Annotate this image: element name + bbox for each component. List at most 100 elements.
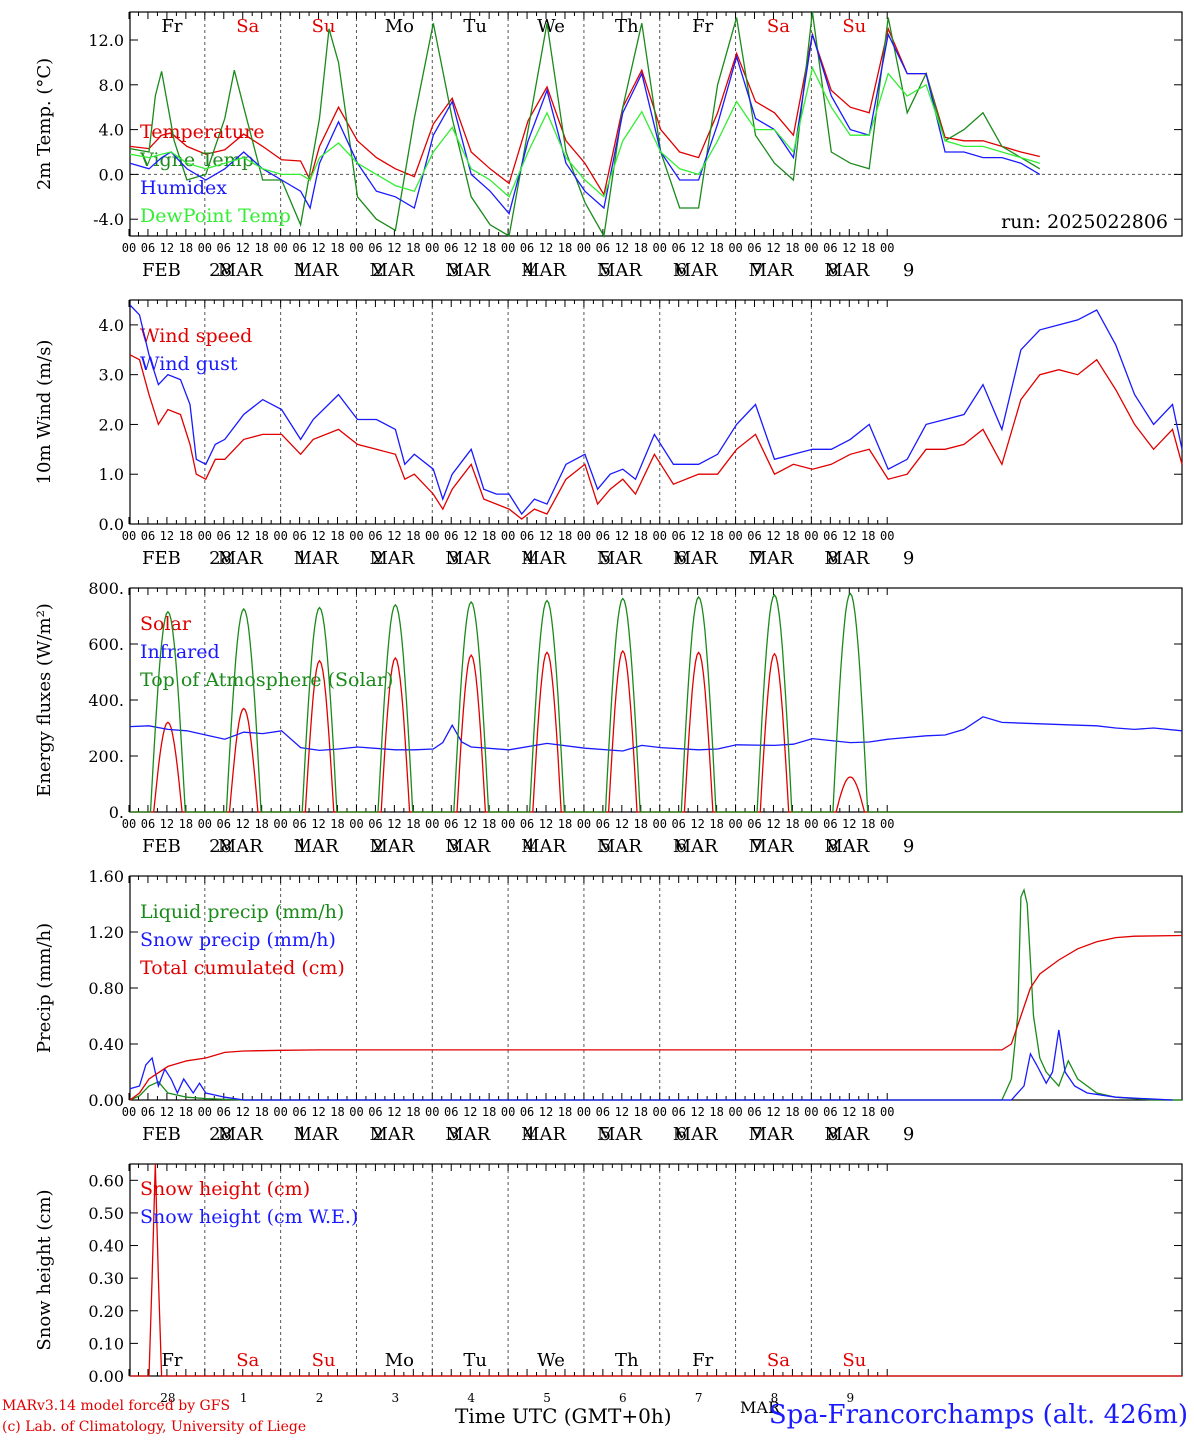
day-number-label: 1 — [240, 1391, 248, 1405]
hour-tick-label: 18 — [179, 1105, 193, 1119]
hour-tick-label: 00 — [273, 529, 287, 543]
hour-tick-label: 00 — [653, 529, 667, 543]
hour-tick-label: 18 — [861, 817, 875, 831]
series-line-dewpoint-temp — [129, 66, 1040, 198]
hour-tick-label: 12 — [766, 1105, 780, 1119]
date-day-label: 2 — [372, 548, 383, 569]
lab-credit: (c) Lab. of Climatology, University of L… — [2, 1419, 307, 1435]
date-month-label: MAR — [218, 548, 263, 569]
date-day-label: 1 — [296, 1124, 307, 1145]
hour-tick-label: 06 — [520, 529, 534, 543]
hour-tick-label: 00 — [425, 817, 439, 831]
hour-tick-label: 00 — [653, 817, 667, 831]
day-number-label: 8 — [771, 1391, 779, 1405]
hour-tick-label: 12 — [311, 529, 325, 543]
hour-tick-label: 00 — [349, 241, 363, 255]
date-day-label: 8 — [827, 548, 838, 569]
hour-tick-label: 12 — [615, 1105, 629, 1119]
hour-tick-label: 12 — [236, 529, 250, 543]
y-tick-label: -4.0 — [93, 210, 124, 229]
hour-tick-label: 06 — [444, 241, 458, 255]
hour-tick-label: 00 — [273, 241, 287, 255]
date-day-label: 7 — [751, 260, 762, 281]
hour-tick-label: 12 — [615, 817, 629, 831]
hour-tick-label: 06 — [823, 1105, 837, 1119]
hour-tick-label: 06 — [596, 241, 610, 255]
y-tick-label: 0.00 — [88, 1091, 124, 1110]
date-month-label: MAR — [294, 836, 339, 857]
hour-tick-label: 06 — [444, 1105, 458, 1119]
hour-tick-label: 00 — [501, 241, 515, 255]
hour-tick-label: 18 — [406, 529, 420, 543]
date-month-label: MAR — [521, 836, 566, 857]
date-month-label: MAR — [369, 836, 414, 857]
y-tick-label: 0.0 — [99, 165, 124, 184]
weekday-label: Th — [615, 1350, 639, 1371]
hour-tick-label: 18 — [785, 241, 799, 255]
y-tick-label: 2.0 — [99, 415, 124, 434]
hour-tick-label: 12 — [766, 817, 780, 831]
hour-tick-label: 12 — [539, 529, 553, 543]
weekday-label: Th — [615, 16, 639, 37]
date-month-label: FEB — [142, 260, 181, 281]
hour-tick-label: 00 — [349, 817, 363, 831]
date-day-label: 7 — [751, 1124, 762, 1145]
y-tick-label: 0.40 — [88, 1237, 124, 1256]
hour-tick-label: 00 — [122, 241, 136, 255]
day-number-label: 5 — [543, 1391, 551, 1405]
y-axis-label: Snow height (cm) — [34, 1189, 55, 1350]
y-tick-label: 1.0 — [99, 465, 124, 484]
hour-tick-label: 18 — [709, 529, 723, 543]
hour-tick-label: 12 — [539, 817, 553, 831]
hour-tick-label: 18 — [179, 529, 193, 543]
hour-tick-label: 12 — [539, 1105, 553, 1119]
hour-tick-label: 18 — [558, 1105, 572, 1119]
hour-tick-label: 18 — [179, 817, 193, 831]
date-month-label: MAR — [673, 260, 718, 281]
y-tick-label: 200. — [88, 747, 124, 766]
date-month-label: MAR — [369, 260, 414, 281]
hour-tick-label: 18 — [785, 1105, 799, 1119]
date-month-label: MAR — [294, 548, 339, 569]
hour-tick-label: 06 — [596, 1105, 610, 1119]
hour-tick-label: 18 — [330, 241, 344, 255]
weekday-label: Su — [842, 16, 866, 37]
hour-tick-label: 00 — [198, 241, 212, 255]
hour-tick-label: 06 — [671, 241, 685, 255]
y-tick-label: 0.20 — [88, 1302, 124, 1321]
y-axis-label: Precip (mm/h) — [34, 923, 55, 1053]
date-day-label: 2 — [372, 260, 383, 281]
date-month-label: MAR — [521, 548, 566, 569]
date-day-label: 5 — [600, 260, 611, 281]
y-tick-label: 0.50 — [88, 1204, 124, 1223]
weekday-label: Su — [842, 1350, 866, 1371]
model-credit: MARv3.14 model forced by GFS — [2, 1398, 231, 1414]
date-month-label: MAR — [597, 836, 642, 857]
y-tick-label: 8.0 — [99, 76, 124, 95]
hour-tick-label: 18 — [785, 529, 799, 543]
hour-tick-label: 18 — [709, 241, 723, 255]
date-day-label: 9 — [903, 260, 914, 281]
series-line-snow-precip-mm-h- — [129, 1029, 1173, 1101]
series-line-wind-gust — [129, 304, 1183, 516]
hour-tick-label: 06 — [368, 1105, 382, 1119]
y-tick-label: 3.0 — [99, 366, 124, 385]
date-day-label: 4 — [524, 1124, 535, 1145]
hour-tick-label: 18 — [482, 241, 496, 255]
date-day-label: 9 — [903, 836, 914, 857]
hour-tick-label: 06 — [368, 529, 382, 543]
date-month-label: MAR — [749, 1124, 794, 1145]
hour-tick-label: 12 — [690, 241, 704, 255]
date-day-label: 3 — [448, 548, 459, 569]
hour-tick-label: 12 — [160, 529, 174, 543]
hour-tick-label: 18 — [406, 1105, 420, 1119]
hour-tick-label: 12 — [615, 241, 629, 255]
hour-tick-label: 18 — [254, 241, 268, 255]
hour-tick-label: 06 — [217, 817, 231, 831]
legend-entry: DewPoint Temp — [140, 205, 291, 227]
hour-tick-label: 00 — [880, 1105, 894, 1119]
hour-tick-label: 06 — [292, 1105, 306, 1119]
legend-entry: Snow precip (mm/h) — [140, 929, 336, 951]
weekday-label: Sa — [767, 1350, 790, 1371]
date-day-label: 5 — [600, 1124, 611, 1145]
